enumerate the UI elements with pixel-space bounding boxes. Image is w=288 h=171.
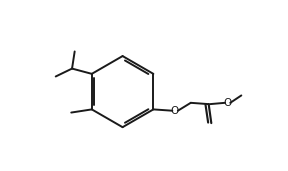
Text: O: O: [223, 98, 232, 108]
Text: O: O: [171, 106, 179, 116]
